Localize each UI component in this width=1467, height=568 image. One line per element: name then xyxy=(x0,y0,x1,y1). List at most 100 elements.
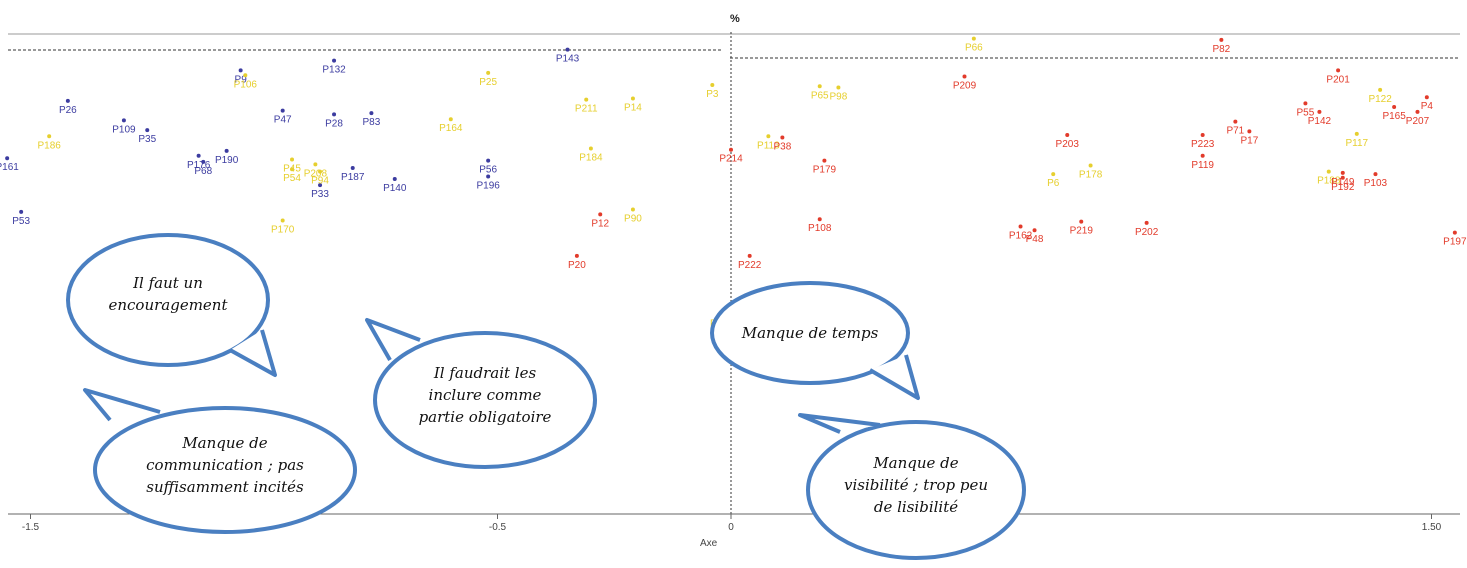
point-label-P98: P98 xyxy=(830,91,848,102)
speech-bubble-1: Il faut un encouragement xyxy=(66,233,277,377)
point-label-P54: P54 xyxy=(283,173,301,184)
point-label-P35: P35 xyxy=(138,134,156,145)
point-label-P186: P186 xyxy=(38,140,62,151)
point-P192 xyxy=(1340,175,1345,180)
point-label-P71: P71 xyxy=(1226,126,1244,137)
speech-bubble-3: Il faudrait les inclure comme partie oblig… xyxy=(365,318,597,469)
point-label-P90: P90 xyxy=(624,213,642,224)
point-label-P55: P55 xyxy=(1297,107,1315,118)
point-P207 xyxy=(1415,109,1420,114)
point-P208 xyxy=(313,162,318,167)
point-P17 xyxy=(1247,129,1252,134)
point-label-P132: P132 xyxy=(322,65,346,76)
point-P94 xyxy=(318,169,323,174)
point-P54 xyxy=(290,167,295,172)
point-label-P6: P6 xyxy=(1047,178,1060,189)
point-label-P202: P202 xyxy=(1135,227,1159,238)
bubble-text-5-2: visibilité ; trop peu xyxy=(844,476,988,494)
point-label-P222: P222 xyxy=(738,260,762,271)
point-label-P53: P53 xyxy=(12,216,30,227)
point-P45 xyxy=(290,157,295,162)
point-label-P117: P117 xyxy=(1345,138,1368,149)
point-P53 xyxy=(19,209,24,214)
point-label-P3: P3 xyxy=(706,89,719,100)
point-label-P192: P192 xyxy=(1331,182,1355,193)
point-label-P66: P66 xyxy=(965,43,983,54)
point-P132 xyxy=(332,58,337,63)
point-label-P162: P162 xyxy=(1009,231,1033,242)
point-label-P65: P65 xyxy=(811,90,829,101)
point-P196 xyxy=(486,174,491,179)
point-P188 xyxy=(1326,169,1331,174)
point-P38 xyxy=(780,135,785,140)
point-P83 xyxy=(369,111,374,116)
point-P162 xyxy=(1018,224,1023,229)
point-label-P140: P140 xyxy=(383,183,407,194)
bubble-text-2-3: suffisamment incités xyxy=(146,478,304,496)
x-tick-label-1: -0.5 xyxy=(489,522,507,533)
point-label-P179: P179 xyxy=(813,165,837,176)
point-label-P108: P108 xyxy=(808,223,832,234)
point-label-P184: P184 xyxy=(579,152,603,163)
point-P26 xyxy=(65,98,70,103)
point-label-P48: P48 xyxy=(1026,234,1044,245)
bubble-text-2-1: Manque de xyxy=(181,434,267,452)
point-P203 xyxy=(1065,133,1070,138)
point-P149 xyxy=(1340,170,1345,175)
point-label-P103: P103 xyxy=(1364,178,1388,189)
point-label-P26: P26 xyxy=(59,105,77,116)
point-label-P223: P223 xyxy=(1191,139,1215,150)
point-P117 xyxy=(1354,131,1359,136)
point-label-P109: P109 xyxy=(112,124,136,135)
point-label-P196: P196 xyxy=(476,181,500,192)
point-P164 xyxy=(448,117,453,122)
point-label-P187: P187 xyxy=(341,172,365,183)
point-P187 xyxy=(350,166,355,170)
point-label-P20: P20 xyxy=(568,260,586,271)
point-P98 xyxy=(836,85,841,90)
point-label-P201: P201 xyxy=(1326,74,1350,85)
point-label-P4: P4 xyxy=(1421,101,1434,112)
point-label-P190: P190 xyxy=(215,155,239,166)
point-label-P12: P12 xyxy=(591,218,609,229)
point-P219 xyxy=(1079,219,1084,224)
speech-bubble-2: Manque de communication ; pas suffisamment… xyxy=(83,388,357,534)
point-P179 xyxy=(822,158,827,163)
point-P103 xyxy=(1373,172,1378,177)
point-P222 xyxy=(747,253,752,258)
point-P140 xyxy=(392,176,397,181)
point-P143 xyxy=(565,47,570,52)
point-label-P170: P170 xyxy=(271,224,295,235)
point-label-P106: P106 xyxy=(234,79,258,90)
point-P211 xyxy=(584,97,589,102)
x-ticks: -1.5-0.501.502.25 xyxy=(22,514,1442,533)
point-P9 xyxy=(238,68,243,73)
point-P122 xyxy=(1378,87,1383,92)
point-P202 xyxy=(1144,220,1149,225)
point-P197 xyxy=(1452,230,1457,235)
point-label-P82: P82 xyxy=(1212,44,1230,55)
point-label-P165: P165 xyxy=(1382,111,1406,122)
point-P66 xyxy=(971,36,976,41)
point-label-P197: P197 xyxy=(1443,237,1467,248)
point-P170 xyxy=(280,218,285,223)
point-P82 xyxy=(1219,37,1224,42)
point-P165 xyxy=(1392,105,1397,109)
point-label-P214: P214 xyxy=(719,154,743,165)
point-P176 xyxy=(196,153,201,158)
point-label-P14: P14 xyxy=(624,102,642,113)
point-P190 xyxy=(224,148,229,153)
x-tick-label-3: 1.50 xyxy=(1422,522,1442,533)
point-P90 xyxy=(630,207,635,212)
point-P6 xyxy=(1051,172,1056,177)
point-label-P178: P178 xyxy=(1079,170,1103,181)
bubble-text-1-1: Il faut un xyxy=(132,274,203,292)
point-label-P164: P164 xyxy=(439,123,463,134)
point-label-P203: P203 xyxy=(1056,139,1080,150)
y-axis-label: % xyxy=(730,13,740,25)
point-label-P188: P188 xyxy=(1317,176,1341,187)
bubble-text-5-1: Manque de xyxy=(872,454,958,472)
point-label-P176: P176 xyxy=(187,160,211,171)
